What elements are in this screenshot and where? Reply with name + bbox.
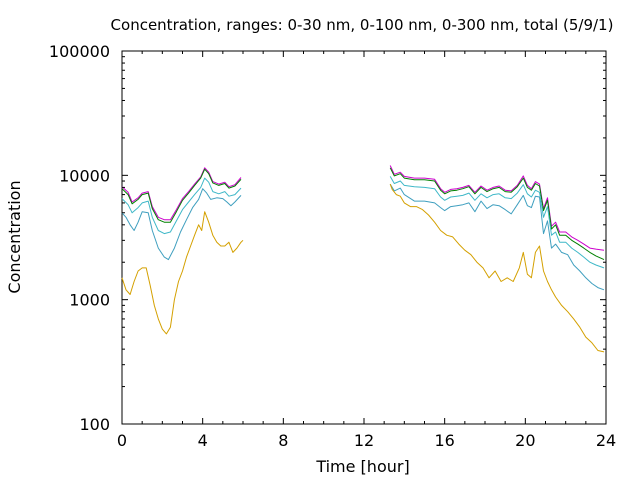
series-1-line-segment-2 <box>389 165 605 251</box>
x-tick-label: 4 <box>198 431 208 450</box>
y-tick-label: 100 <box>79 415 110 434</box>
y-axis-label: Concentration <box>5 180 24 293</box>
plot-frame <box>121 50 607 425</box>
chart-title: Concentration, ranges: 0-30 nm, 0-100 nm… <box>111 16 614 34</box>
series-4-line-segment-1 <box>121 188 242 261</box>
plot-area <box>121 50 607 425</box>
x-tick-label: 0 <box>117 431 127 450</box>
x-axis-label: Time [hour] <box>315 457 409 476</box>
series-2-line-segment-1 <box>121 168 242 223</box>
x-tick-label: 24 <box>596 431 616 450</box>
series-1-line-segment-1 <box>121 167 242 221</box>
x-tick-label: 20 <box>515 431 535 450</box>
y-tick-label: 100000 <box>49 42 110 61</box>
y-tick-label: 10000 <box>59 166 110 185</box>
series-5-line-segment-1 <box>121 211 244 335</box>
series-4-line-segment-2 <box>389 183 605 291</box>
x-tick-label: 8 <box>278 431 288 450</box>
series-group <box>121 165 605 353</box>
y-tick-label: 1000 <box>69 291 110 310</box>
series-3-line-segment-2 <box>389 176 605 269</box>
x-tick-label: 16 <box>434 431 454 450</box>
series-5-line-segment-2 <box>389 183 605 353</box>
x-tick-label: 12 <box>354 431 374 450</box>
series-2-line-segment-2 <box>389 167 605 261</box>
axis-group: 0 4 8 12 16 20 24 100 1000 10000 100000 <box>49 42 616 450</box>
series-3-line-segment-1 <box>121 177 242 235</box>
